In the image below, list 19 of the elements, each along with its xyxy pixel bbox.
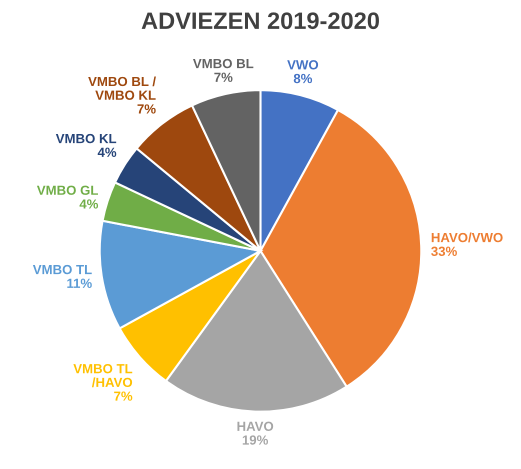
slice-label: VWO [287,60,318,70]
data-label: 4% [80,199,98,209]
data-label: 33% [431,246,457,256]
slice-label: HAVO/VWO [432,232,503,242]
data-label: 19% [242,435,268,445]
slice-label: VMBO BL / VMBO KL [88,76,156,100]
slice-label: VMBO TL /HAVO [73,364,132,388]
data-label: 8% [294,74,312,84]
data-label: 11% [67,278,92,288]
data-label: 4% [98,148,116,157]
data-label: 7% [114,391,132,401]
data-label: 7% [138,104,156,114]
slice-label: VMBO GL [36,186,98,195]
slice-label: VMBO KL [56,134,116,144]
chart-title: ADVIEZEN 2019-2020 [142,12,379,30]
slice-label: HAVO [237,422,274,431]
slice-label: VMBO TL [32,264,92,274]
slice-label: VMBO BL [192,58,254,68]
data-label: 7% [214,72,233,82]
